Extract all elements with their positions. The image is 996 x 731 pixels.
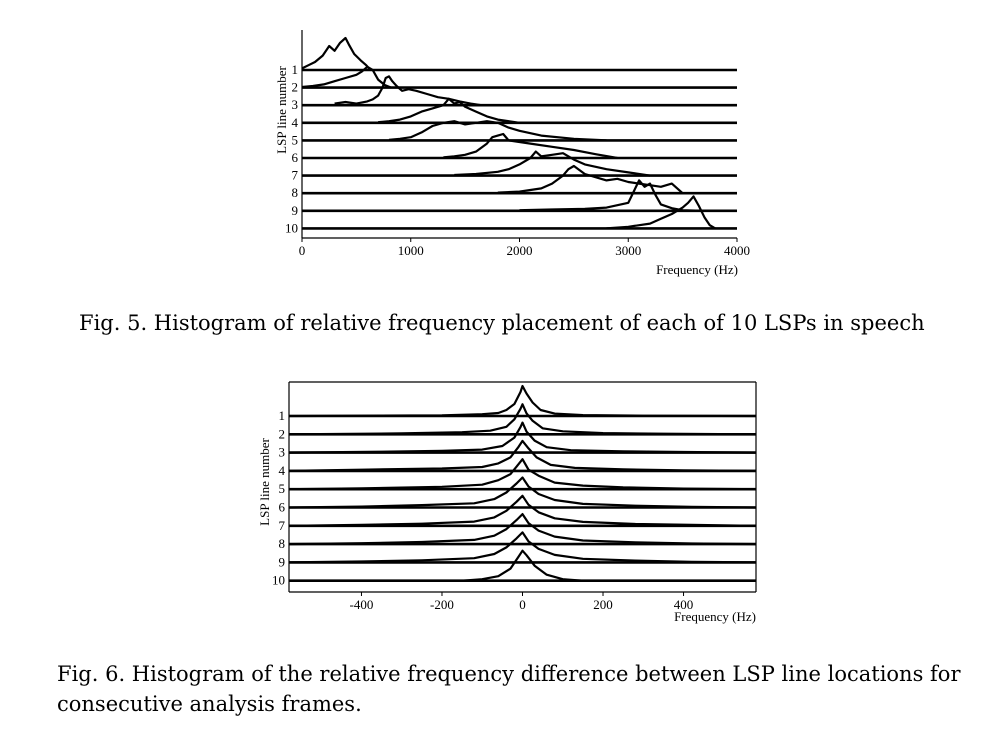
x-tick-label: 400 (674, 597, 694, 612)
figure-6-chart: LSP line number Frequency (Hz) -400 -200 0… (257, 381, 757, 624)
lsp-histogram-curve-3 (334, 75, 482, 107)
lsp-line-label: 4 (292, 115, 299, 130)
lsp-histogram-curve-7 (288, 494, 757, 527)
y-axis-label: LSP line number (274, 66, 289, 154)
lsp-line-label: 6 (292, 150, 299, 165)
lsp-histogram-curve-5 (288, 458, 757, 491)
lsp-line-label: 9 (279, 554, 286, 569)
lsp-line-label: 8 (279, 536, 286, 551)
lsp-histogram-curve-6 (443, 132, 618, 160)
lsp-histogram-curve-10 (289, 549, 756, 582)
lsp-line-label: 1 (292, 62, 299, 77)
x-tick-label: -400 (350, 597, 374, 612)
lsp-line-label: 9 (292, 203, 299, 218)
lsp-histogram-curve-4 (288, 439, 757, 472)
x-axis-label: Frequency (Hz) (674, 609, 756, 624)
lsp-histogram-curve-10 (606, 195, 716, 230)
lsp-histogram-curve-2 (288, 403, 757, 436)
lsp-line-label: 10 (285, 220, 298, 235)
x-tick-label: 1000 (398, 243, 424, 258)
x-tick-label: -200 (430, 597, 454, 612)
lsp-histogram-curve-9 (519, 179, 705, 212)
figure-5-caption: Fig. 5. Histogram of relative frequency … (79, 311, 925, 335)
x-tick-label: 4000 (724, 243, 750, 258)
lsp-line-label: 5 (292, 132, 299, 147)
figure-6-caption-line-1: Fig. 6. Histogram of the relative freque… (57, 662, 961, 686)
lsp-histogram-curve-8 (497, 164, 684, 195)
x-tick-label: 0 (299, 243, 306, 258)
lsp-histogram-curve-3 (288, 421, 757, 454)
x-tick-label: 200 (593, 597, 613, 612)
lsp-line-label: 10 (272, 573, 285, 588)
x-tick-label: 2000 (507, 243, 533, 258)
lsp-histogram-curve-8 (288, 513, 757, 546)
lsp-line-label: 4 (279, 463, 286, 478)
lsp-histogram-curve-7 (454, 150, 651, 177)
lsp-line-label: 7 (292, 168, 299, 183)
figure-5-chart: LSP line number Frequency (Hz) 0 1000 2000… (274, 30, 750, 277)
lsp-histogram-curve-4 (377, 97, 520, 124)
x-axis-label: Frequency (Hz) (656, 262, 738, 277)
lsp-line-label: 3 (292, 97, 299, 112)
lsp-line-label: 6 (279, 500, 286, 515)
lsp-histogram-curve-1 (301, 36, 372, 71)
lsp-line-label: 7 (279, 518, 286, 533)
lsp-histogram-curve-5 (388, 120, 607, 142)
lsp-histogram-curve-1 (288, 384, 757, 418)
lsp-line-label: 3 (279, 445, 286, 460)
lsp-line-label: 2 (292, 80, 299, 95)
lsp-line-label: 2 (279, 426, 286, 441)
x-tick-label: 3000 (615, 243, 641, 258)
y-axis-label: LSP line number (257, 438, 272, 526)
lsp-line-label: 1 (279, 408, 286, 423)
lsp-line-label: 5 (279, 481, 286, 496)
lsp-histogram-curve-2 (301, 65, 392, 89)
lsp-histogram-curve-6 (288, 476, 757, 509)
figure-6-caption-line-2: consecutive analysis frames. (57, 692, 362, 716)
figure-6: LSP line number Frequency (Hz) -400 -200 0… (255, 368, 775, 636)
x-tick-label: 0 (519, 597, 526, 612)
lsp-histogram-curve-9 (288, 531, 757, 564)
lsp-line-label: 8 (292, 185, 299, 200)
figure-5: LSP line number Frequency (Hz) 0 1000 2000… (260, 24, 760, 288)
